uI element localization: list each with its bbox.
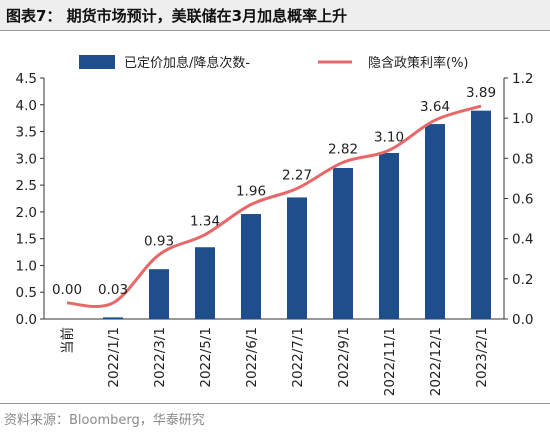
right-tick-label: 0.6 bbox=[512, 192, 533, 208]
x-tick-label: 2022/9/1 bbox=[336, 327, 352, 388]
x-tick-label: 2022/1/1 bbox=[106, 327, 122, 388]
bar bbox=[287, 197, 307, 319]
legend-bar-swatch bbox=[79, 55, 115, 69]
bar bbox=[195, 247, 215, 319]
left-tick-label: 4.0 bbox=[16, 98, 37, 114]
chart-title: 图表7： 期货市场预计，美联储在3月加息概率上升 bbox=[6, 7, 348, 25]
bar bbox=[471, 110, 491, 320]
bar-data-label: 2.82 bbox=[328, 141, 358, 157]
left-tick-label: 1.5 bbox=[16, 232, 37, 248]
x-tick-label: 2022/6/1 bbox=[244, 327, 260, 388]
bar bbox=[103, 317, 123, 319]
right-tick-label: 0.8 bbox=[512, 151, 533, 167]
x-tick-label: 2022/5/1 bbox=[198, 327, 214, 388]
bar bbox=[379, 152, 399, 319]
x-tick-label: 2022/7/1 bbox=[290, 327, 306, 388]
bar-data-label: 3.89 bbox=[466, 85, 496, 101]
x-tick-label: 当前 bbox=[59, 327, 76, 354]
left-tick-label: 2.5 bbox=[16, 178, 37, 194]
bar-data-label: 1.34 bbox=[190, 214, 220, 230]
left-tick-label: 1.0 bbox=[16, 258, 37, 274]
right-tick-label: 1.2 bbox=[512, 71, 533, 87]
left-tick-label: 3.5 bbox=[16, 125, 37, 141]
bar bbox=[149, 269, 169, 319]
bar-data-label: 3.64 bbox=[420, 99, 450, 115]
bar-data-label: 2.27 bbox=[282, 167, 312, 183]
legend-bar-label: 已定价加息/降息次数- bbox=[124, 55, 250, 71]
x-tick-label: 2022/11/1 bbox=[382, 327, 398, 396]
bar-data-label: 1.96 bbox=[236, 184, 266, 200]
x-tick-label: 2022/3/1 bbox=[152, 327, 168, 388]
left-tick-label: 2.0 bbox=[16, 205, 37, 221]
left-tick-label: 0.0 bbox=[16, 312, 37, 328]
bar-data-label: 3.10 bbox=[374, 129, 404, 145]
source-note: 资料来源：Bloomberg，华泰研究 bbox=[4, 413, 205, 428]
title-bar: 图表7： 期货市场预计，美联储在3月加息概率上升 bbox=[0, 0, 550, 31]
bar-data-label: 0.03 bbox=[98, 282, 128, 298]
policy-rate-line bbox=[66, 104, 482, 308]
bar bbox=[333, 167, 353, 319]
right-tick-label: 0.4 bbox=[512, 232, 533, 248]
right-tick-label: 0.0 bbox=[512, 312, 533, 328]
left-tick-label: 0.5 bbox=[16, 285, 37, 301]
bar bbox=[241, 214, 261, 319]
bar bbox=[425, 124, 445, 320]
legend-line-label: 隐含政策利率(%) bbox=[368, 55, 469, 71]
right-tick-label: 0.2 bbox=[512, 272, 533, 288]
source-bar: 资料来源：Bloomberg，华泰研究 bbox=[0, 403, 550, 433]
bar-data-label: 0.93 bbox=[144, 234, 174, 250]
x-tick-label: 2022/12/1 bbox=[428, 327, 444, 396]
chart-canvas: 0.0 0.5 1.0 1.5 2.0 2.5 3.0 3.5 4.0 4.5 0.0 0.2 0.4 0… bbox=[16, 55, 533, 396]
bar-data-label: 0.00 bbox=[52, 282, 82, 298]
left-tick-label: 4.5 bbox=[16, 71, 37, 87]
right-tick-label: 1.0 bbox=[512, 111, 533, 127]
x-tick-label: 2023/2/1 bbox=[474, 327, 490, 388]
left-tick-label: 3.0 bbox=[16, 151, 37, 167]
